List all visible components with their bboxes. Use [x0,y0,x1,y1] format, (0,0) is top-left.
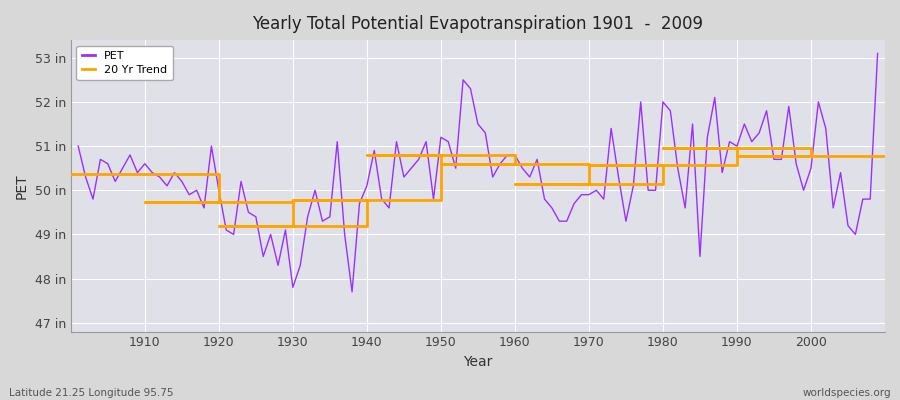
Text: worldspecies.org: worldspecies.org [803,388,891,398]
20 Yr Trend [362,152,373,157]
20 Yr Trend [583,162,594,167]
20 Yr Trend [362,198,373,202]
Line: 20 Yr Trend: 20 Yr Trend [71,148,885,226]
Y-axis label: PET: PET [15,173,29,199]
PET [339,232,350,237]
20 Yr Trend [732,154,742,159]
20 Yr Trend [362,224,373,228]
20 Yr Trend [509,161,520,166]
PET [132,170,143,175]
20 Yr Trend [806,145,816,150]
Legend: PET, 20 Yr Trend: PET, 20 Yr Trend [76,46,173,80]
20 Yr Trend [806,154,816,159]
20 Yr Trend [732,145,742,150]
PET [872,51,883,56]
20 Yr Trend [287,198,298,202]
X-axis label: Year: Year [464,355,492,369]
20 Yr Trend [732,162,742,167]
Title: Yearly Total Potential Evapotranspiration 1901  -  2009: Yearly Total Potential Evapotranspiratio… [252,15,704,33]
20 Yr Trend [287,200,298,204]
PET [509,152,520,157]
20 Yr Trend [879,154,890,159]
20 Yr Trend [213,172,224,177]
20 Yr Trend [658,182,669,187]
PET [517,166,527,170]
20 Yr Trend [436,152,446,157]
PET [295,263,306,268]
20 Yr Trend [213,224,224,228]
20 Yr Trend [436,198,446,202]
20 Yr Trend [509,182,520,187]
PET [346,290,357,294]
20 Yr Trend [66,172,77,177]
20 Yr Trend [583,161,594,166]
20 Yr Trend [509,152,520,157]
20 Yr Trend [583,182,594,187]
20 Yr Trend [436,161,446,166]
20 Yr Trend [140,200,150,204]
20 Yr Trend [287,224,298,228]
20 Yr Trend [213,200,224,204]
PET [73,144,84,148]
PET [606,126,616,131]
20 Yr Trend [658,145,669,150]
Line: PET: PET [78,53,878,292]
Text: Latitude 21.25 Longitude 95.75: Latitude 21.25 Longitude 95.75 [9,388,174,398]
20 Yr Trend [658,162,669,167]
